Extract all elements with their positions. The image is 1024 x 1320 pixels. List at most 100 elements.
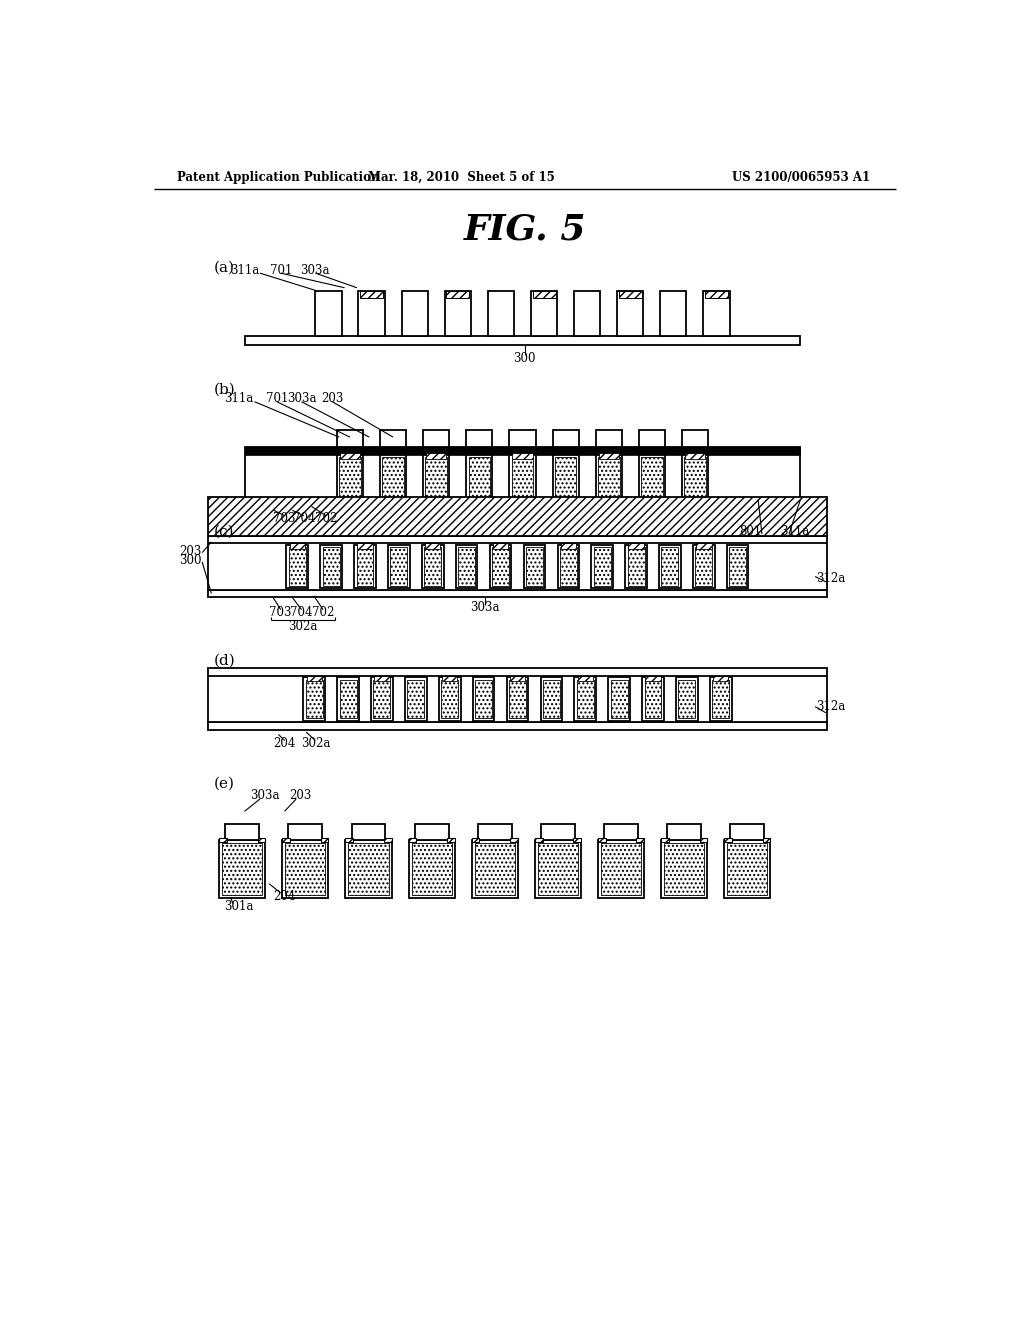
Text: 303a: 303a: [287, 392, 316, 405]
Bar: [509, 680, 526, 718]
Bar: [729, 548, 746, 586]
Bar: [724, 838, 732, 842]
Bar: [444, 290, 471, 335]
Bar: [601, 843, 641, 895]
Bar: [509, 455, 536, 511]
Bar: [510, 676, 525, 681]
Bar: [306, 676, 322, 681]
Bar: [628, 548, 644, 586]
Text: 703: 703: [269, 606, 292, 619]
Bar: [456, 545, 477, 589]
Bar: [374, 680, 390, 718]
Bar: [629, 544, 644, 549]
Text: 701: 701: [269, 264, 292, 277]
Text: Patent Application Publication: Patent Application Publication: [177, 172, 379, 185]
Bar: [639, 455, 665, 511]
Bar: [574, 290, 600, 335]
Text: 303a: 303a: [301, 264, 330, 277]
Bar: [662, 838, 669, 842]
Bar: [473, 677, 495, 721]
Bar: [682, 455, 708, 511]
Text: 701: 701: [265, 392, 288, 405]
Bar: [543, 680, 560, 718]
Bar: [303, 677, 325, 721]
Bar: [541, 825, 574, 840]
Bar: [535, 838, 543, 842]
Bar: [208, 668, 827, 722]
Bar: [639, 430, 665, 447]
Bar: [245, 335, 801, 345]
Bar: [380, 430, 407, 447]
Bar: [306, 680, 323, 718]
Bar: [345, 840, 391, 898]
Bar: [535, 840, 581, 898]
Bar: [337, 455, 364, 511]
Bar: [315, 290, 342, 335]
Text: (c): (c): [214, 525, 234, 539]
Bar: [617, 290, 643, 335]
Bar: [422, 545, 443, 589]
Text: 203: 203: [289, 789, 311, 803]
Bar: [713, 680, 729, 718]
Bar: [610, 680, 628, 718]
Bar: [423, 430, 450, 447]
Bar: [441, 680, 458, 718]
Bar: [225, 825, 259, 840]
Bar: [286, 843, 326, 895]
Bar: [380, 455, 407, 511]
Bar: [668, 825, 701, 840]
Bar: [523, 545, 545, 589]
Bar: [424, 548, 441, 586]
Bar: [696, 544, 712, 549]
Bar: [208, 722, 827, 730]
Bar: [358, 290, 385, 335]
Bar: [730, 825, 764, 840]
Bar: [425, 457, 447, 508]
Bar: [598, 457, 620, 508]
Bar: [531, 290, 557, 335]
Text: (a): (a): [214, 261, 234, 275]
Bar: [724, 840, 770, 898]
Text: US 2100/0065953 A1: US 2100/0065953 A1: [731, 172, 869, 185]
Text: 312a: 312a: [816, 700, 845, 713]
Bar: [354, 545, 376, 589]
Bar: [345, 838, 353, 842]
Text: (d): (d): [214, 653, 236, 668]
Bar: [695, 548, 713, 586]
Bar: [507, 677, 528, 721]
Bar: [219, 838, 226, 842]
Bar: [321, 545, 342, 589]
Bar: [466, 430, 493, 447]
Bar: [287, 545, 308, 589]
Bar: [351, 825, 385, 840]
Bar: [340, 680, 356, 718]
Bar: [512, 457, 534, 508]
Bar: [592, 545, 613, 589]
Bar: [382, 457, 403, 508]
Bar: [289, 825, 323, 840]
Bar: [222, 843, 262, 895]
Bar: [442, 676, 458, 681]
Bar: [641, 457, 663, 508]
Bar: [662, 840, 708, 898]
Bar: [447, 838, 455, 842]
Bar: [509, 430, 536, 447]
Bar: [384, 838, 391, 842]
Text: 704: 704: [293, 512, 315, 525]
Bar: [705, 290, 728, 298]
Bar: [676, 677, 697, 721]
Bar: [532, 290, 556, 298]
Text: 801: 801: [739, 524, 762, 537]
Bar: [642, 677, 664, 721]
Bar: [618, 290, 642, 298]
Bar: [599, 453, 618, 459]
Text: 703: 703: [273, 512, 296, 525]
Bar: [425, 544, 440, 549]
Bar: [289, 548, 306, 586]
Text: 302a: 302a: [289, 620, 317, 634]
Text: 312a: 312a: [816, 572, 845, 585]
Bar: [390, 548, 408, 586]
Bar: [596, 430, 622, 447]
Bar: [323, 548, 340, 586]
Bar: [557, 545, 580, 589]
